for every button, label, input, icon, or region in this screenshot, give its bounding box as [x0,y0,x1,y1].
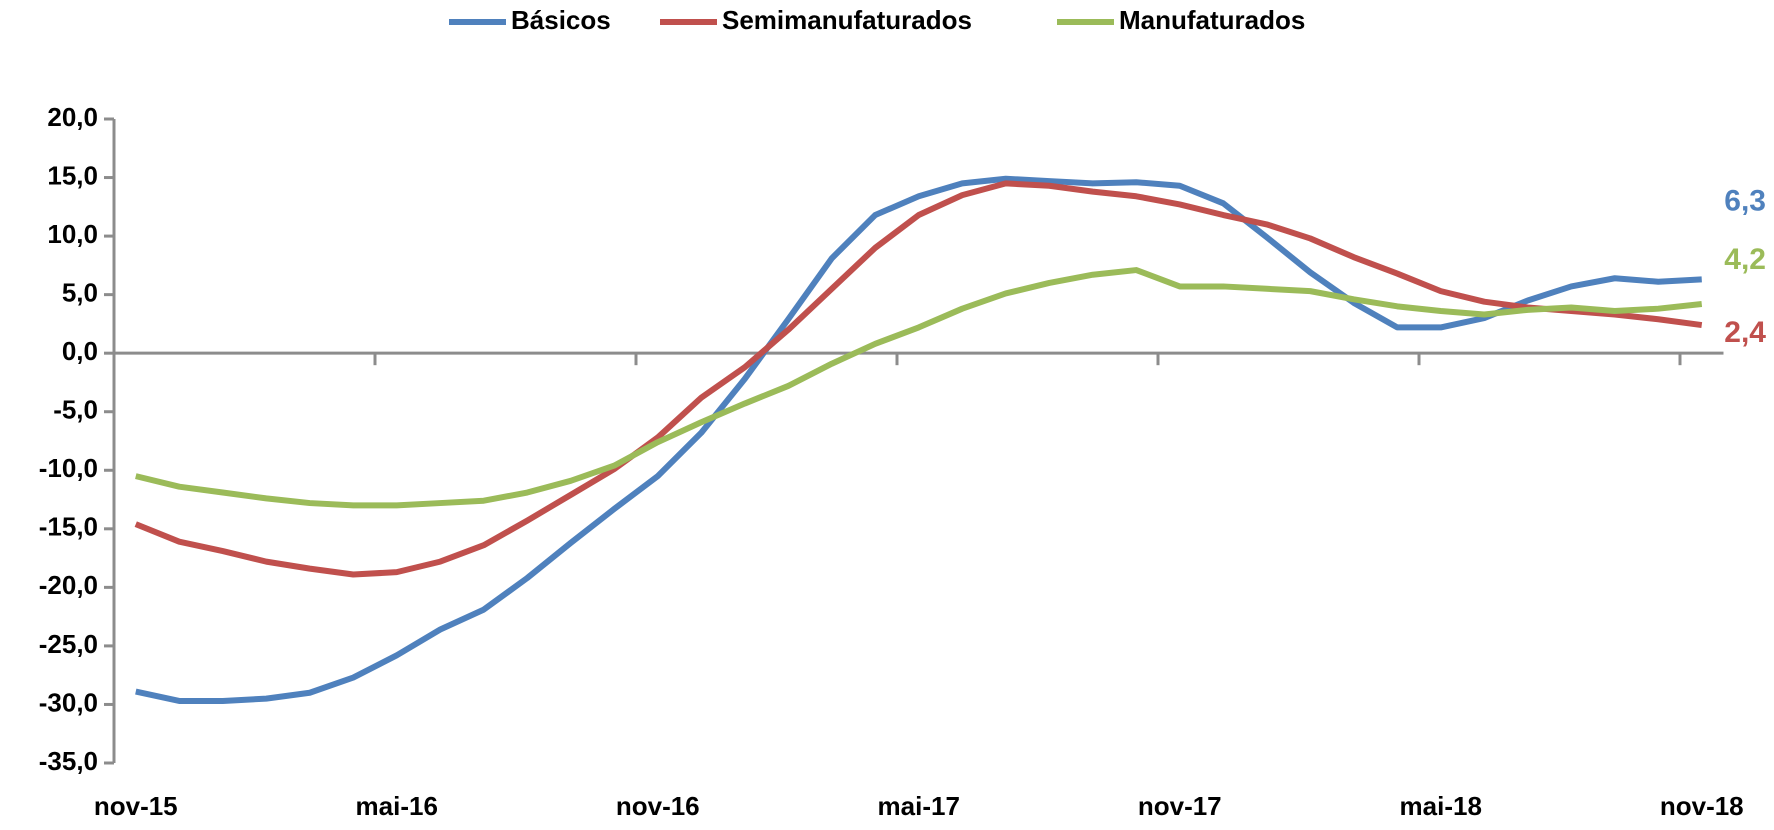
y-tick-label: 10,0 [47,219,98,249]
y-tick-label: 20,0 [47,102,98,132]
y-tick-label: -30,0 [39,687,98,717]
x-tick-label: nov-18 [1660,791,1744,821]
y-tick-label: -5,0 [53,395,98,425]
data-label: 4,2 [1724,243,1766,276]
y-tick-label: -25,0 [39,629,98,659]
y-tick-label: 0,0 [62,336,98,366]
series-line [135,175,1702,704]
x-tick-label: mai-18 [1400,791,1482,821]
series-line [134,180,1703,578]
y-tick-label: 5,0 [62,278,98,308]
series-line [135,267,1703,509]
y-tick-label: -10,0 [39,453,98,483]
x-tick-label: mai-16 [356,791,438,821]
x-tick-label: nov-15 [94,791,178,821]
legend-label: Semimanufaturados [722,5,972,35]
x-tick-label: mai-17 [878,791,960,821]
legend-label: Manufaturados [1119,5,1305,35]
y-tick-label: -35,0 [39,746,98,776]
data-label: 6,3 [1724,184,1766,217]
x-tick-label: nov-16 [616,791,700,821]
y-tick-label: 15,0 [47,160,98,190]
y-tick-label: -15,0 [39,512,98,542]
data-label: 2,4 [1724,316,1766,349]
legend-label: Básicos [511,5,611,35]
x-tick-label: nov-17 [1138,791,1222,821]
y-tick-label: -20,0 [39,570,98,600]
